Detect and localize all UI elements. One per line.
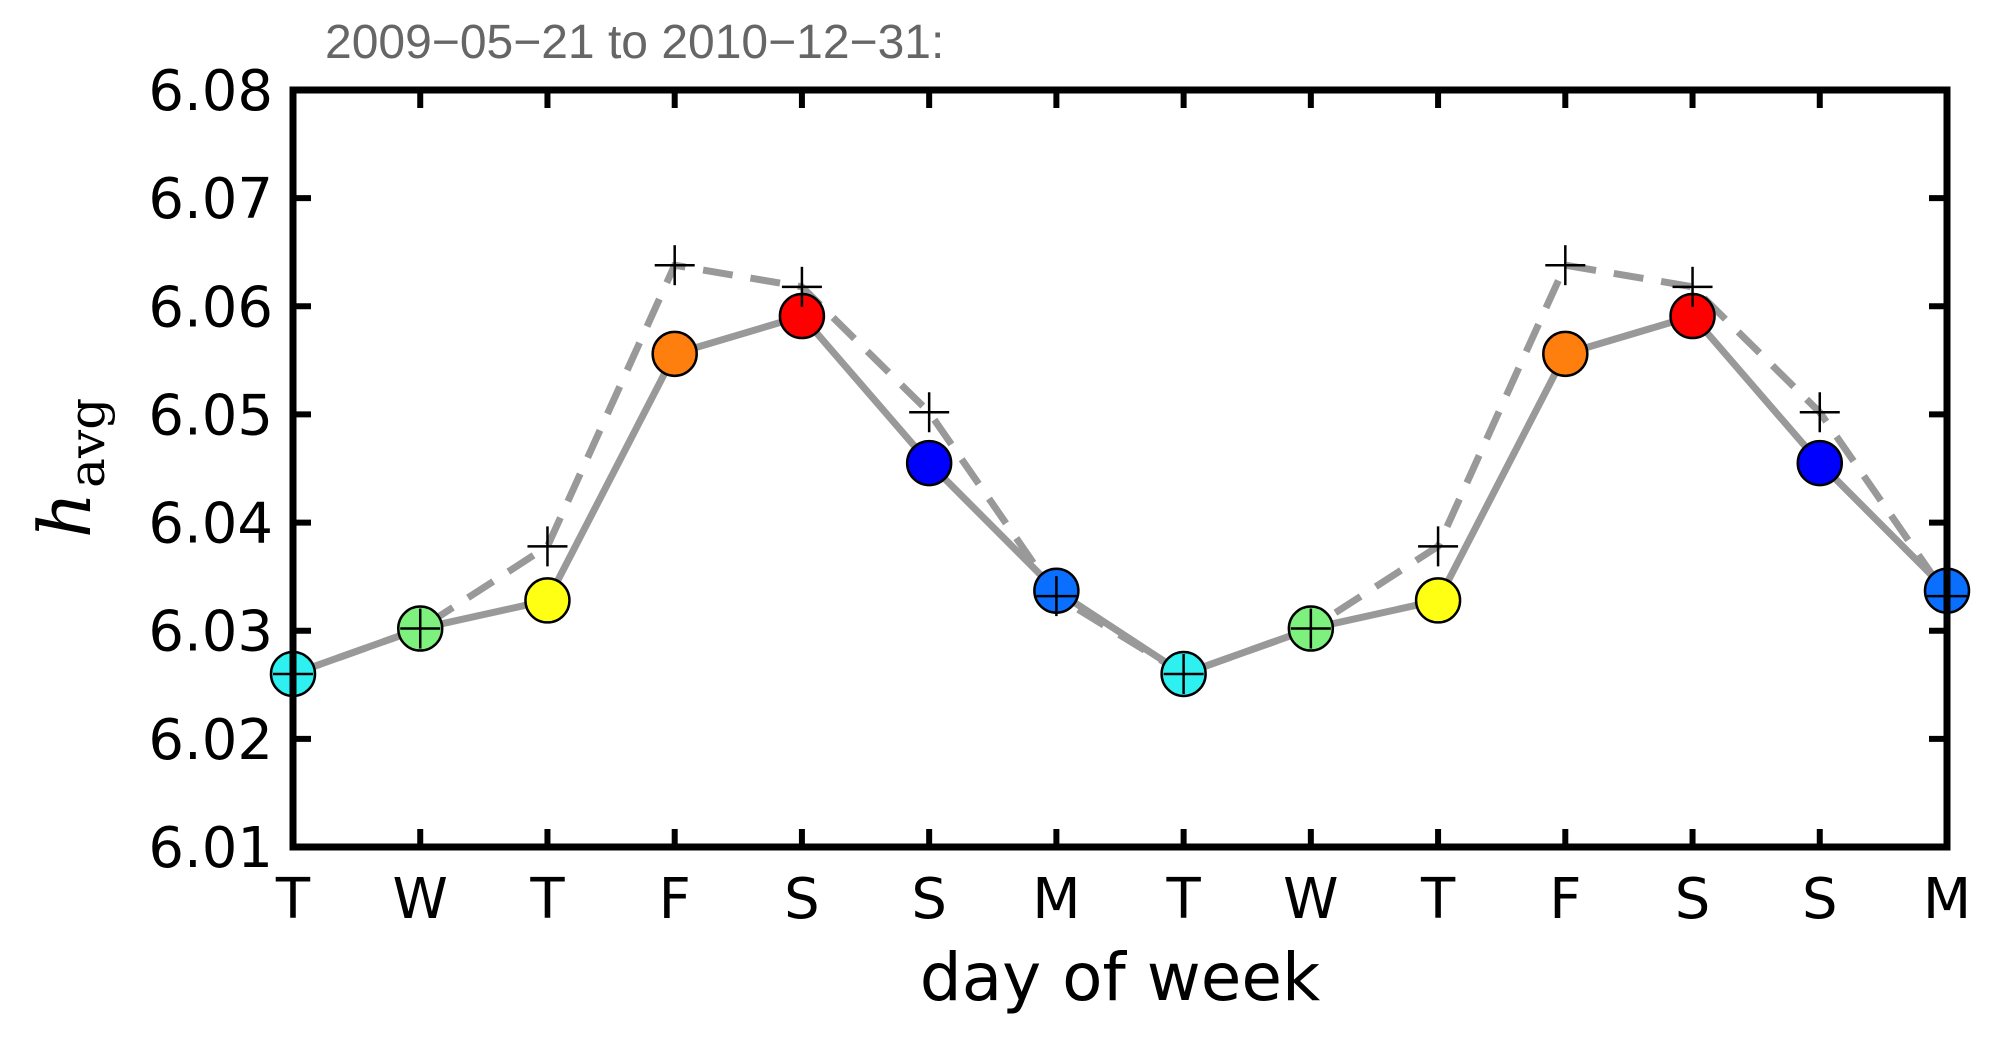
y-tick-label: 6.04: [148, 492, 273, 557]
x-tick-label: W: [393, 867, 448, 932]
x-tick-label: T: [1420, 867, 1456, 932]
circle-marker: [1414, 577, 1462, 624]
y-tick-label: 6.05: [148, 383, 273, 448]
plus-marker: [654, 245, 695, 286]
y-tick-label: 6.07: [148, 167, 273, 232]
y-tick-label: 6.06: [148, 275, 273, 340]
plus-marker: [400, 608, 441, 649]
x-tick-label: S: [1675, 867, 1711, 932]
y-axis-title-main: h: [23, 492, 107, 538]
x-tick-label: S: [1802, 867, 1838, 932]
chart-subtitle: 2009−05−21 to 2010−12−31:: [325, 16, 944, 69]
y-tick-label: 6.01: [148, 816, 273, 881]
plus-marker: [781, 266, 822, 307]
plot-frame: [289, 86, 1951, 851]
x-tick-label: T: [529, 867, 565, 932]
circle-marker: [651, 330, 698, 378]
plus-marker: [527, 526, 568, 567]
x-tick-label: T: [275, 867, 311, 932]
y-tick-label: 6.02: [148, 708, 273, 773]
plus-marker: [909, 392, 950, 433]
plus-marker: [1418, 526, 1459, 567]
x-tick-label: M: [1032, 867, 1080, 932]
plus-marker: [1545, 245, 1586, 286]
x-tick-label: T: [1166, 867, 1202, 932]
x-tick-label: M: [1923, 867, 1971, 932]
x-axis-title: day of week: [920, 939, 1321, 1016]
y-tick-label: 6.03: [148, 600, 273, 665]
plus-marker: [1036, 576, 1077, 617]
x-tick-label: S: [784, 867, 820, 932]
x-tick-label: S: [911, 867, 947, 932]
x-tick-label: F: [1549, 867, 1581, 932]
circle-marker: [905, 439, 953, 487]
x-tick-label: F: [659, 867, 691, 932]
y-axis-title: havg: [23, 398, 116, 538]
plus-marker: [1799, 392, 1840, 433]
plus-marker: [1290, 608, 1331, 649]
x-tick-label: W: [1283, 867, 1338, 932]
circle-marker: [1796, 439, 1844, 487]
y-axis-title-subscript: avg: [58, 398, 116, 488]
plus-marker: [1672, 266, 1713, 307]
plus-marker: [1163, 653, 1204, 694]
y-tick-label: 6.08: [148, 59, 273, 124]
circle-marker: [1542, 330, 1589, 378]
circle-marker: [524, 577, 571, 624]
